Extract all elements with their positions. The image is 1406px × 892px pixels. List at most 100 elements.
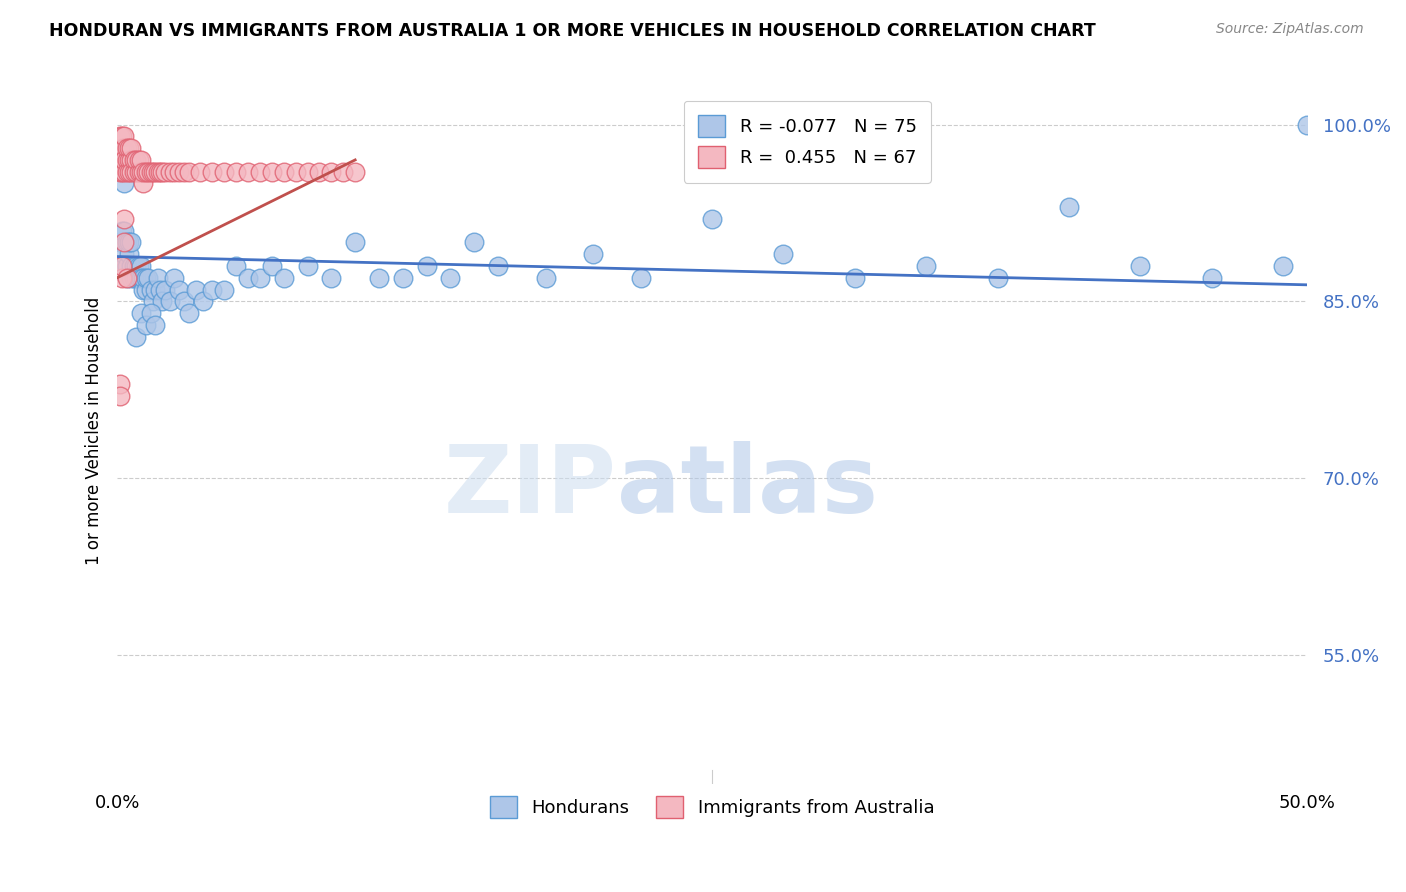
Point — [115, 259, 138, 273]
Point — [125, 329, 148, 343]
Point — [167, 283, 190, 297]
Point — [115, 141, 138, 155]
Point — [321, 164, 343, 178]
Point — [201, 164, 224, 178]
Point — [136, 270, 159, 285]
Point — [173, 164, 195, 178]
Point — [308, 164, 330, 178]
Point — [143, 164, 166, 178]
Point — [273, 164, 295, 178]
Point — [112, 224, 135, 238]
Point — [1296, 118, 1319, 132]
Point — [260, 259, 283, 273]
Point — [108, 388, 131, 402]
Point — [201, 283, 224, 297]
Point — [439, 270, 461, 285]
Point — [121, 141, 143, 155]
Point — [463, 235, 485, 250]
Point — [115, 153, 138, 167]
Point — [129, 164, 152, 178]
Point — [143, 318, 166, 332]
Point — [225, 164, 247, 178]
Point — [121, 270, 143, 285]
Point — [159, 294, 181, 309]
Point — [111, 153, 134, 167]
Point — [167, 164, 190, 178]
Point — [122, 270, 145, 285]
Point — [173, 294, 195, 309]
Point — [115, 270, 138, 285]
Point — [129, 306, 152, 320]
Point — [139, 283, 162, 297]
Point — [112, 211, 135, 226]
Text: HONDURAN VS IMMIGRANTS FROM AUSTRALIA 1 OR MORE VEHICLES IN HOUSEHOLD CORRELATIO: HONDURAN VS IMMIGRANTS FROM AUSTRALIA 1 … — [49, 22, 1095, 40]
Point — [128, 270, 150, 285]
Point — [915, 259, 938, 273]
Point — [630, 270, 652, 285]
Point — [108, 141, 131, 155]
Point — [142, 294, 165, 309]
Point — [1057, 200, 1080, 214]
Point — [115, 164, 138, 178]
Point — [132, 283, 155, 297]
Point — [153, 164, 176, 178]
Point — [1201, 270, 1223, 285]
Point — [118, 164, 141, 178]
Point — [236, 270, 259, 285]
Point — [132, 164, 155, 178]
Point — [111, 224, 134, 238]
Point — [125, 153, 148, 167]
Point — [122, 259, 145, 273]
Point — [121, 153, 143, 167]
Point — [486, 259, 509, 273]
Point — [1272, 259, 1295, 273]
Point — [149, 283, 172, 297]
Point — [700, 211, 723, 226]
Point — [125, 164, 148, 178]
Point — [112, 164, 135, 178]
Point — [142, 164, 165, 178]
Point — [122, 153, 145, 167]
Point — [108, 376, 131, 391]
Point — [128, 259, 150, 273]
Point — [1129, 259, 1152, 273]
Point — [128, 164, 150, 178]
Point — [184, 283, 207, 297]
Point — [214, 283, 236, 297]
Point — [121, 259, 143, 273]
Point — [136, 164, 159, 178]
Point — [111, 141, 134, 155]
Point — [112, 141, 135, 155]
Point — [135, 318, 157, 332]
Point — [125, 259, 148, 273]
Legend: Hondurans, Immigrants from Australia: Hondurans, Immigrants from Australia — [482, 789, 942, 825]
Point — [146, 270, 169, 285]
Point — [112, 247, 135, 261]
Point — [368, 270, 391, 285]
Y-axis label: 1 or more Vehicles in Household: 1 or more Vehicles in Household — [86, 297, 103, 565]
Point — [152, 294, 174, 309]
Point — [159, 164, 181, 178]
Point — [132, 177, 155, 191]
Point — [129, 270, 152, 285]
Point — [163, 270, 186, 285]
Point — [249, 270, 271, 285]
Point — [152, 164, 174, 178]
Point — [135, 270, 157, 285]
Point — [225, 259, 247, 273]
Point — [987, 270, 1010, 285]
Point — [108, 153, 131, 167]
Point — [260, 164, 283, 178]
Point — [321, 270, 343, 285]
Point — [284, 164, 307, 178]
Point — [415, 259, 437, 273]
Point — [297, 164, 319, 178]
Point — [534, 270, 557, 285]
Point — [112, 153, 135, 167]
Point — [391, 270, 413, 285]
Point — [111, 270, 134, 285]
Point — [297, 259, 319, 273]
Point — [153, 283, 176, 297]
Point — [163, 164, 186, 178]
Point — [111, 153, 134, 167]
